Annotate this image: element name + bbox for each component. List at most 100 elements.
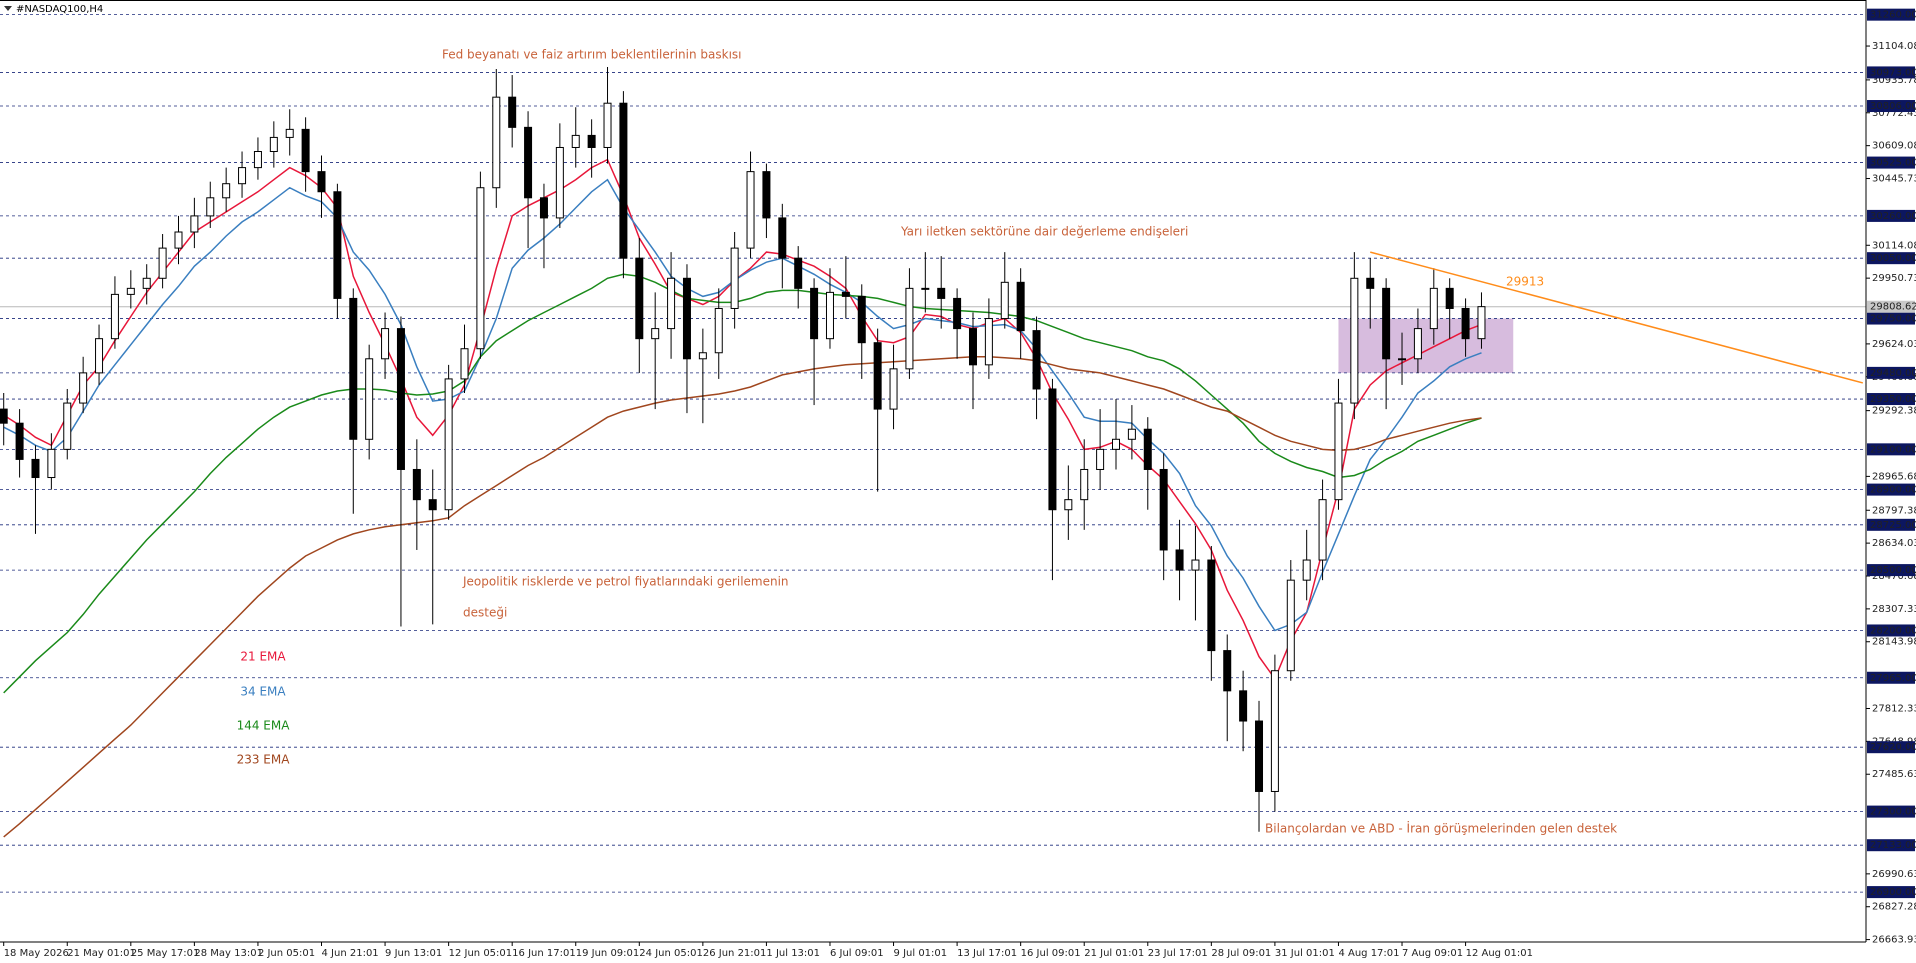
candle-body	[1000, 281, 1009, 320]
candle-body	[301, 128, 310, 173]
last-price-label: 29808.62	[1870, 302, 1916, 313]
candle-body	[15, 422, 24, 460]
candle-body	[47, 448, 56, 479]
y-tick-label: 28307.33	[1872, 604, 1916, 615]
x-tick-label: 13 Jul 17:01	[957, 948, 1017, 959]
candle-body	[174, 231, 183, 249]
y-tick-label: 27812.33	[1872, 703, 1916, 714]
y-tick-label: 26663.93	[1872, 935, 1916, 946]
candle-body	[746, 171, 755, 249]
y-tick-label: 30445.73	[1872, 174, 1916, 185]
y-tick-label: 30114.08	[1872, 240, 1916, 251]
level-label-box	[1867, 366, 1915, 379]
y-tick-label: 28797.38	[1872, 505, 1916, 516]
x-tick-label: 7 Aug 09:01	[1402, 948, 1463, 959]
level-label-box	[1867, 209, 1915, 222]
level-label-box	[1867, 805, 1915, 818]
candle-body	[1302, 559, 1311, 581]
y-tick-label: 28634.03	[1872, 538, 1916, 549]
candle-body	[1112, 438, 1120, 450]
candle-body	[95, 338, 104, 374]
candle-body	[142, 277, 151, 289]
candle-body	[1080, 468, 1089, 501]
candle-body	[1207, 559, 1216, 652]
ema-line	[3, 178, 1482, 632]
ema-line	[3, 356, 1482, 838]
y-tick-label: 30772.43	[1872, 108, 1916, 119]
level-label: 27620.00	[1870, 742, 1916, 753]
candle-body	[762, 171, 771, 219]
level-label: 28200.00	[1870, 625, 1916, 636]
candle-body	[222, 183, 231, 199]
level-label-box	[1867, 100, 1915, 113]
candle-body	[1096, 448, 1105, 470]
level-label: 29100.00	[1870, 444, 1916, 455]
candle-body	[778, 217, 787, 259]
candle-body	[603, 102, 612, 148]
candle-body	[253, 151, 262, 169]
level-label: 30806.00	[1870, 101, 1916, 112]
candle-body	[1270, 670, 1279, 792]
candle-body	[396, 328, 405, 470]
candle-body	[1318, 499, 1327, 561]
candle-body	[1413, 328, 1422, 360]
ema-line	[3, 158, 1482, 681]
level-label: 26900.00	[1870, 887, 1916, 898]
candle-body	[889, 368, 898, 410]
candle-body	[651, 328, 660, 340]
candle-body	[953, 297, 962, 330]
candle-body	[841, 291, 850, 297]
candle-body	[1445, 287, 1454, 309]
candle-body	[937, 287, 946, 299]
x-tick-label: 24 Jun 05:01	[639, 948, 703, 959]
x-tick-label: 21 Jul 01:01	[1084, 948, 1144, 959]
candle-body	[555, 146, 564, 219]
level-label-box	[1867, 564, 1915, 577]
candle-body	[1286, 579, 1295, 672]
candle-body	[1366, 277, 1375, 289]
x-tick-label: 12 Aug 01:01	[1466, 948, 1533, 959]
level-label: 29750.00	[1870, 314, 1916, 325]
candle-body	[0, 408, 8, 424]
candle-body	[1255, 720, 1264, 792]
candle-body	[1175, 549, 1184, 571]
candle-body	[1334, 402, 1343, 501]
trendline	[1370, 251, 1864, 384]
candle-body	[190, 215, 199, 233]
candle-body	[158, 247, 167, 279]
x-tick-label: 4 Jun 21:01	[322, 948, 379, 959]
ema-line	[3, 273, 1482, 694]
candle-body	[1223, 650, 1232, 692]
x-tick-label: 9 Jul 01:01	[894, 948, 948, 959]
level-label-box	[1867, 393, 1915, 406]
x-tick-label: 18 May 2026	[4, 948, 69, 959]
x-tick-label: 12 Jun 05:01	[449, 948, 513, 959]
candle-body	[524, 126, 533, 199]
level-label: 28900.00	[1870, 485, 1916, 496]
annotation: desteği	[463, 606, 507, 620]
candle-body	[1477, 306, 1486, 340]
y-tick-label: 30935.78	[1872, 75, 1916, 86]
level-label-box	[1867, 671, 1915, 684]
y-tick-label: 31104.08	[1872, 41, 1916, 52]
x-tick-label: 4 Aug 17:01	[1338, 948, 1399, 959]
y-tick-label: 30609.08	[1872, 141, 1916, 152]
level-label: 27133.00	[1870, 840, 1916, 851]
x-tick-label: 16 Jul 09:01	[1021, 948, 1081, 959]
legend-entry: 233 EMA	[237, 753, 291, 767]
y-tick-label: 28143.98	[1872, 637, 1916, 648]
x-tick-label: 21 May 01:01	[67, 948, 136, 959]
candle-body	[905, 287, 914, 370]
annotation: Bilançolardan ve ABD - İran görüşmelerin…	[1265, 821, 1617, 836]
candle-body	[31, 458, 40, 479]
level-label-box	[1867, 624, 1915, 637]
x-tick-label: 26 Jun 21:01	[703, 948, 767, 959]
candle-body	[539, 197, 548, 219]
x-tick-label: 28 May 13:01	[194, 948, 263, 959]
candle-body	[79, 372, 88, 404]
symbol: #NASDAQ100,H4	[16, 4, 103, 15]
candle-body	[63, 402, 72, 450]
symbol-icon	[4, 6, 12, 11]
x-tick-label: 28 Jul 09:01	[1211, 948, 1271, 959]
